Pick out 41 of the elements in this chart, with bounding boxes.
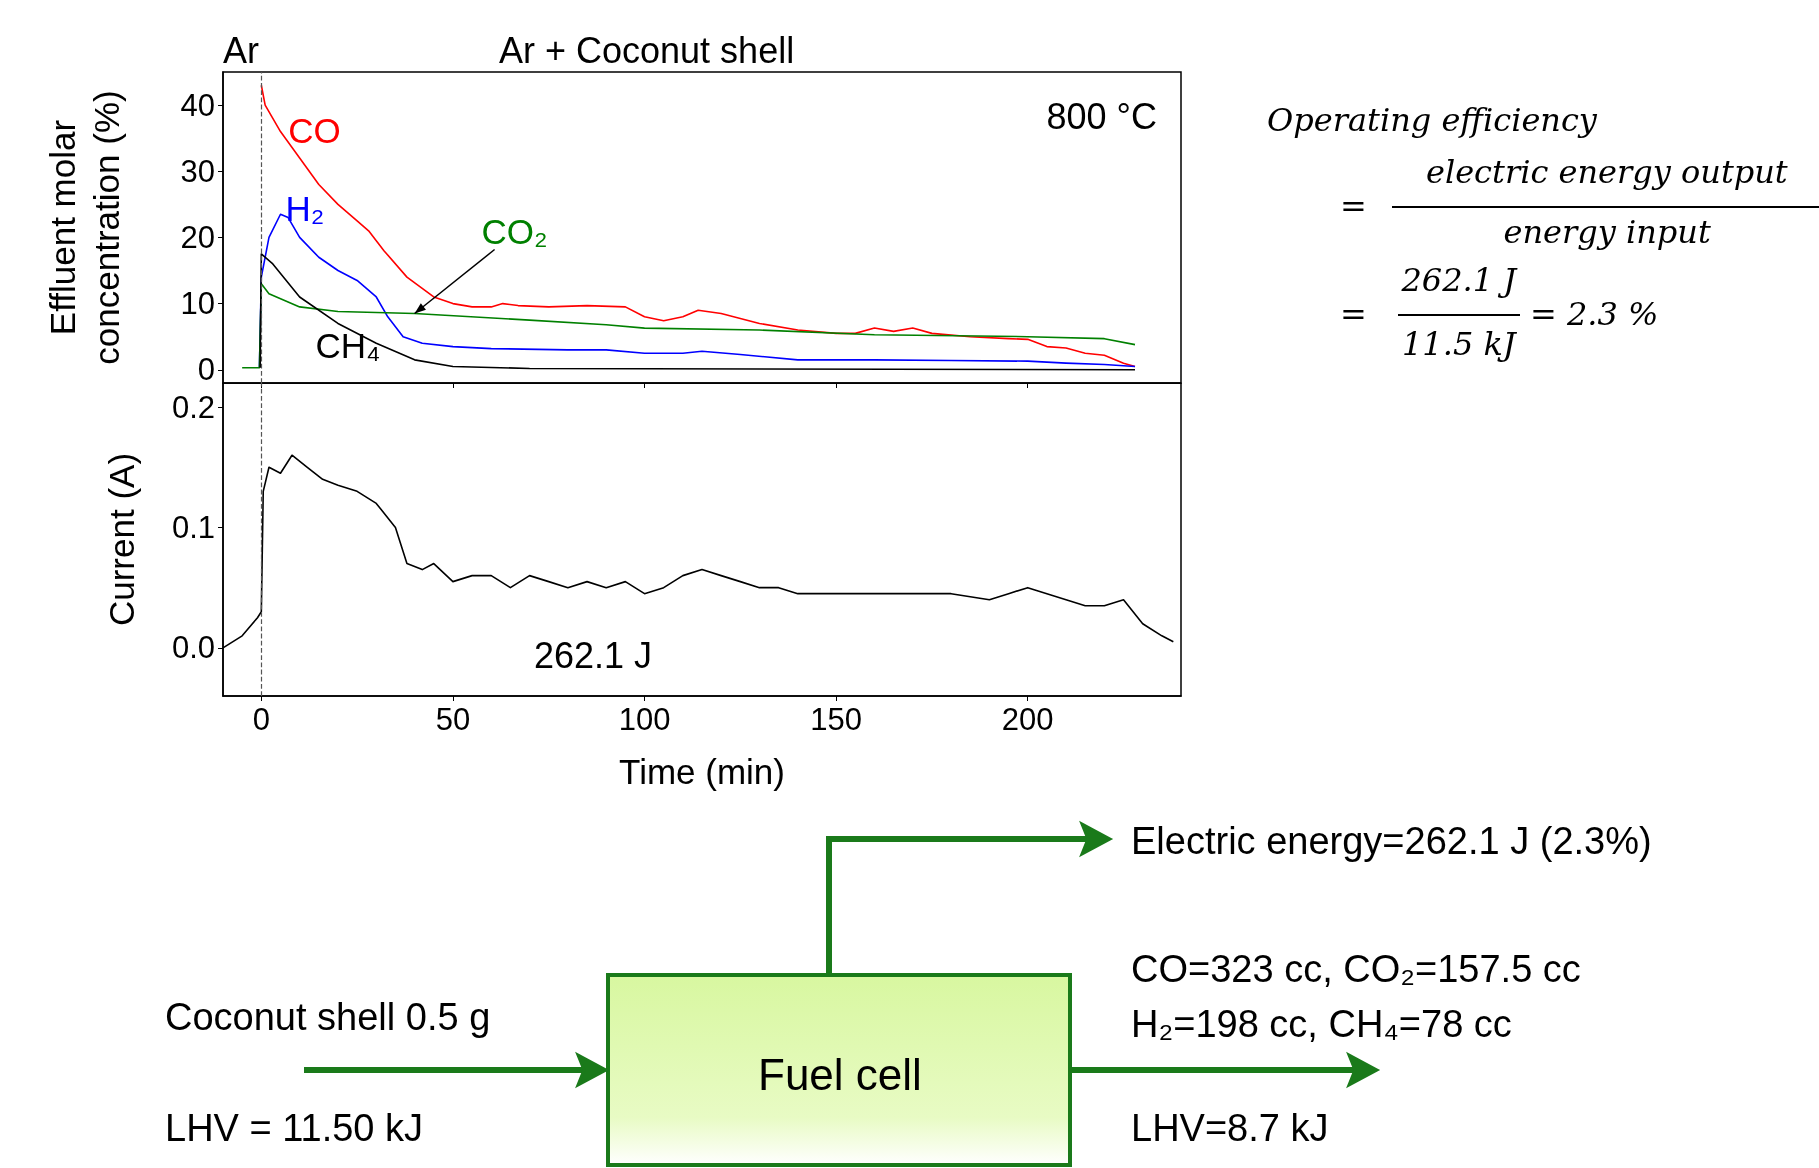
text: electric energy output — [1426, 153, 1788, 191]
text: H₂=198 cc, CH₄=78 cc — [1131, 1003, 1512, 1045]
text: Fuel cell — [758, 1050, 922, 1099]
y-tick-label: 0.1 — [171, 509, 215, 545]
text: 11.5 kJ — [1402, 325, 1516, 363]
annotation: 262.1 J — [534, 634, 653, 676]
text: Ar + Coconut shell — [499, 29, 795, 71]
x-axis-title: Time (min) — [619, 752, 785, 791]
y-axis-title: Effluent molar concentration (%) — [42, 90, 126, 365]
annotation: 800 °C — [1046, 95, 1158, 137]
series-label: CH₄ — [315, 326, 381, 366]
y-axis-title: Current (A) — [101, 452, 141, 627]
text: Electric energy=262.1 J (2.3%) — [1131, 820, 1652, 862]
series-label: H₂ — [285, 188, 325, 228]
text: 262.1 J — [1401, 261, 1517, 299]
text: Operating efficiency — [1267, 101, 1597, 139]
text: energy input — [1503, 213, 1711, 251]
text: LHV=8.7 kJ — [1131, 1107, 1329, 1149]
y-tick-label: 0.2 — [171, 389, 215, 425]
x-tick-label: 0 — [252, 702, 270, 737]
text: LHV = 11.50 kJ — [165, 1107, 424, 1149]
x-tick-label: 50 — [435, 702, 471, 737]
text: = — [1340, 295, 1367, 333]
text: CO=323 cc, CO₂=157.5 cc — [1131, 948, 1581, 990]
y-tick-label: 0 — [197, 352, 215, 388]
text: Coconut shell 0.5 g — [165, 996, 491, 1038]
text: Ar — [223, 29, 260, 71]
series-label: CO₂ — [481, 211, 548, 251]
y-tick-label: 0.0 — [171, 630, 215, 666]
series-label: CO — [288, 110, 341, 150]
y-tick-label: 10 — [180, 286, 215, 322]
y-tick-label: 20 — [180, 219, 215, 255]
y-tick-label: 30 — [180, 153, 215, 189]
x-tick-label: 100 — [618, 702, 671, 737]
line-series — [241, 282, 1136, 369]
y-tick-label: 40 — [180, 87, 215, 123]
text: = 2.3 % — [1530, 295, 1659, 333]
x-tick-label: 200 — [1001, 702, 1054, 737]
line-series — [259, 253, 1136, 371]
text: = — [1340, 187, 1367, 225]
x-tick-label: 150 — [810, 702, 862, 737]
